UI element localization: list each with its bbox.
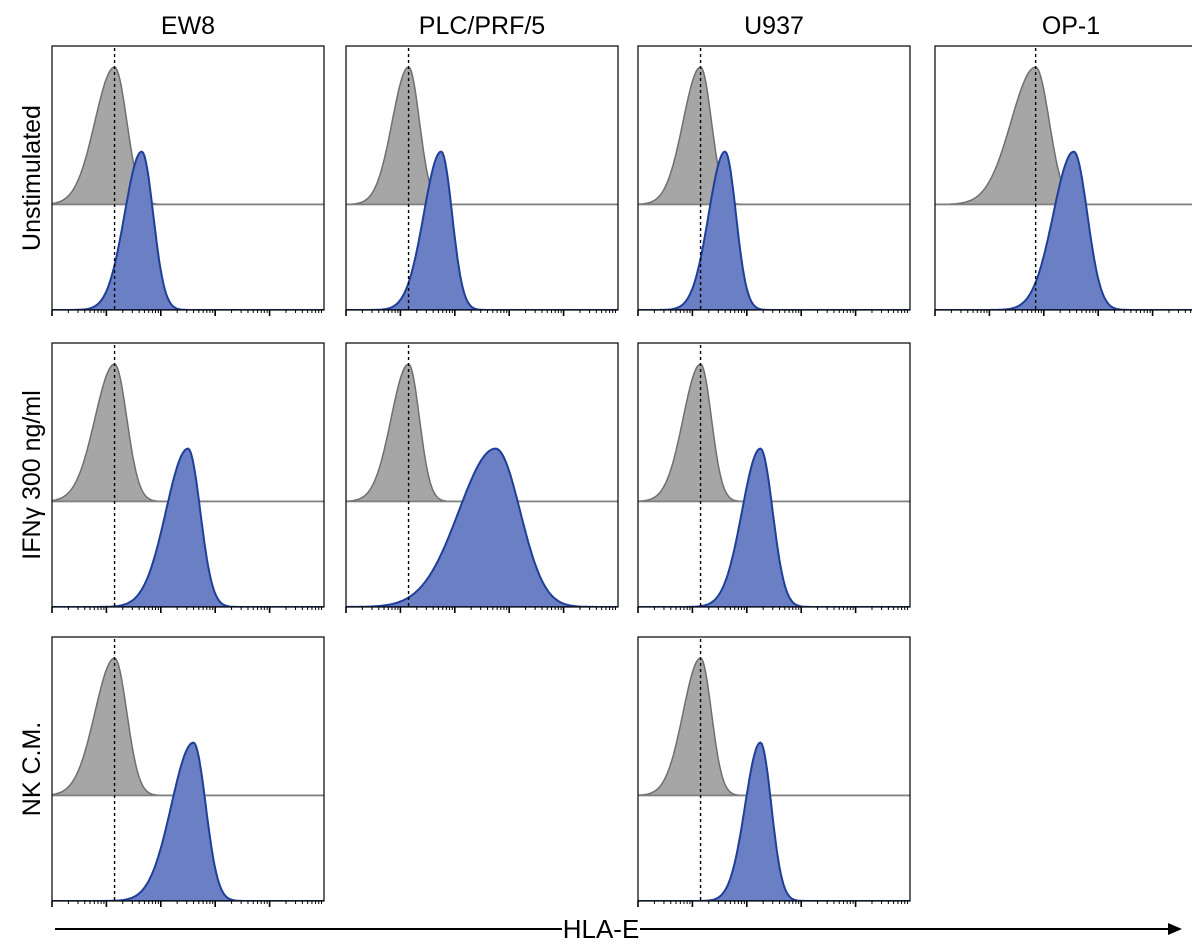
stained-histogram: [638, 741, 910, 901]
panel-frame: [345, 45, 619, 311]
histogram-panel: [345, 342, 619, 613]
control-histogram: [638, 66, 910, 206]
panel-frame: [637, 342, 911, 608]
histogram-panel: [51, 636, 325, 907]
control-histogram: [346, 66, 618, 206]
column-title: OP-1: [1042, 12, 1100, 40]
stained-histogram: [52, 741, 324, 901]
panel-frame: [51, 45, 325, 311]
column-title: PLC/PRF/5: [419, 12, 545, 40]
x-axis-ticks: [637, 607, 909, 613]
x-axis-ticks: [934, 310, 1192, 316]
control-histogram: [52, 66, 324, 206]
x-axis-ticks: [51, 901, 323, 907]
histogram-panel: [934, 45, 1192, 316]
panel-frame: [637, 636, 911, 902]
x-axis-arrowhead-icon: [1168, 923, 1182, 935]
panel-frame: [51, 636, 325, 902]
stained-histogram: [346, 447, 618, 607]
x-axis-ticks: [345, 310, 617, 316]
histogram-panel: [637, 342, 911, 613]
panel-frame: [345, 342, 619, 608]
stained-histogram: [52, 150, 324, 310]
x-axis-ticks: [637, 901, 909, 907]
panel-frame: [51, 342, 325, 608]
control-histogram: [638, 363, 910, 503]
column-title: EW8: [161, 12, 215, 40]
stained-histogram: [638, 150, 910, 310]
panel-frame: [637, 45, 911, 311]
stained-histogram: [638, 447, 910, 607]
column-title: U937: [744, 12, 804, 40]
x-axis-ticks: [345, 607, 617, 613]
x-axis-label: HLA-E: [563, 914, 640, 944]
histogram-panel: [51, 342, 325, 613]
row-title: Unstimulated: [18, 105, 46, 251]
control-histogram: [638, 657, 910, 797]
histogram-panel: [51, 45, 325, 316]
histogram-panel: [345, 45, 619, 316]
row-title: NK C.M.: [18, 722, 46, 816]
x-axis-ticks: [51, 607, 323, 613]
histogram-panel: [637, 45, 911, 316]
panel-frame: [934, 45, 1192, 311]
stained-histogram: [935, 150, 1192, 310]
x-axis: HLA-E: [55, 914, 1182, 944]
stained-histogram: [52, 447, 324, 607]
x-axis-ticks: [51, 310, 323, 316]
histogram-panel: [637, 636, 911, 907]
row-title: IFNγ 300 ng/ml: [18, 390, 46, 560]
x-axis-ticks: [637, 310, 909, 316]
